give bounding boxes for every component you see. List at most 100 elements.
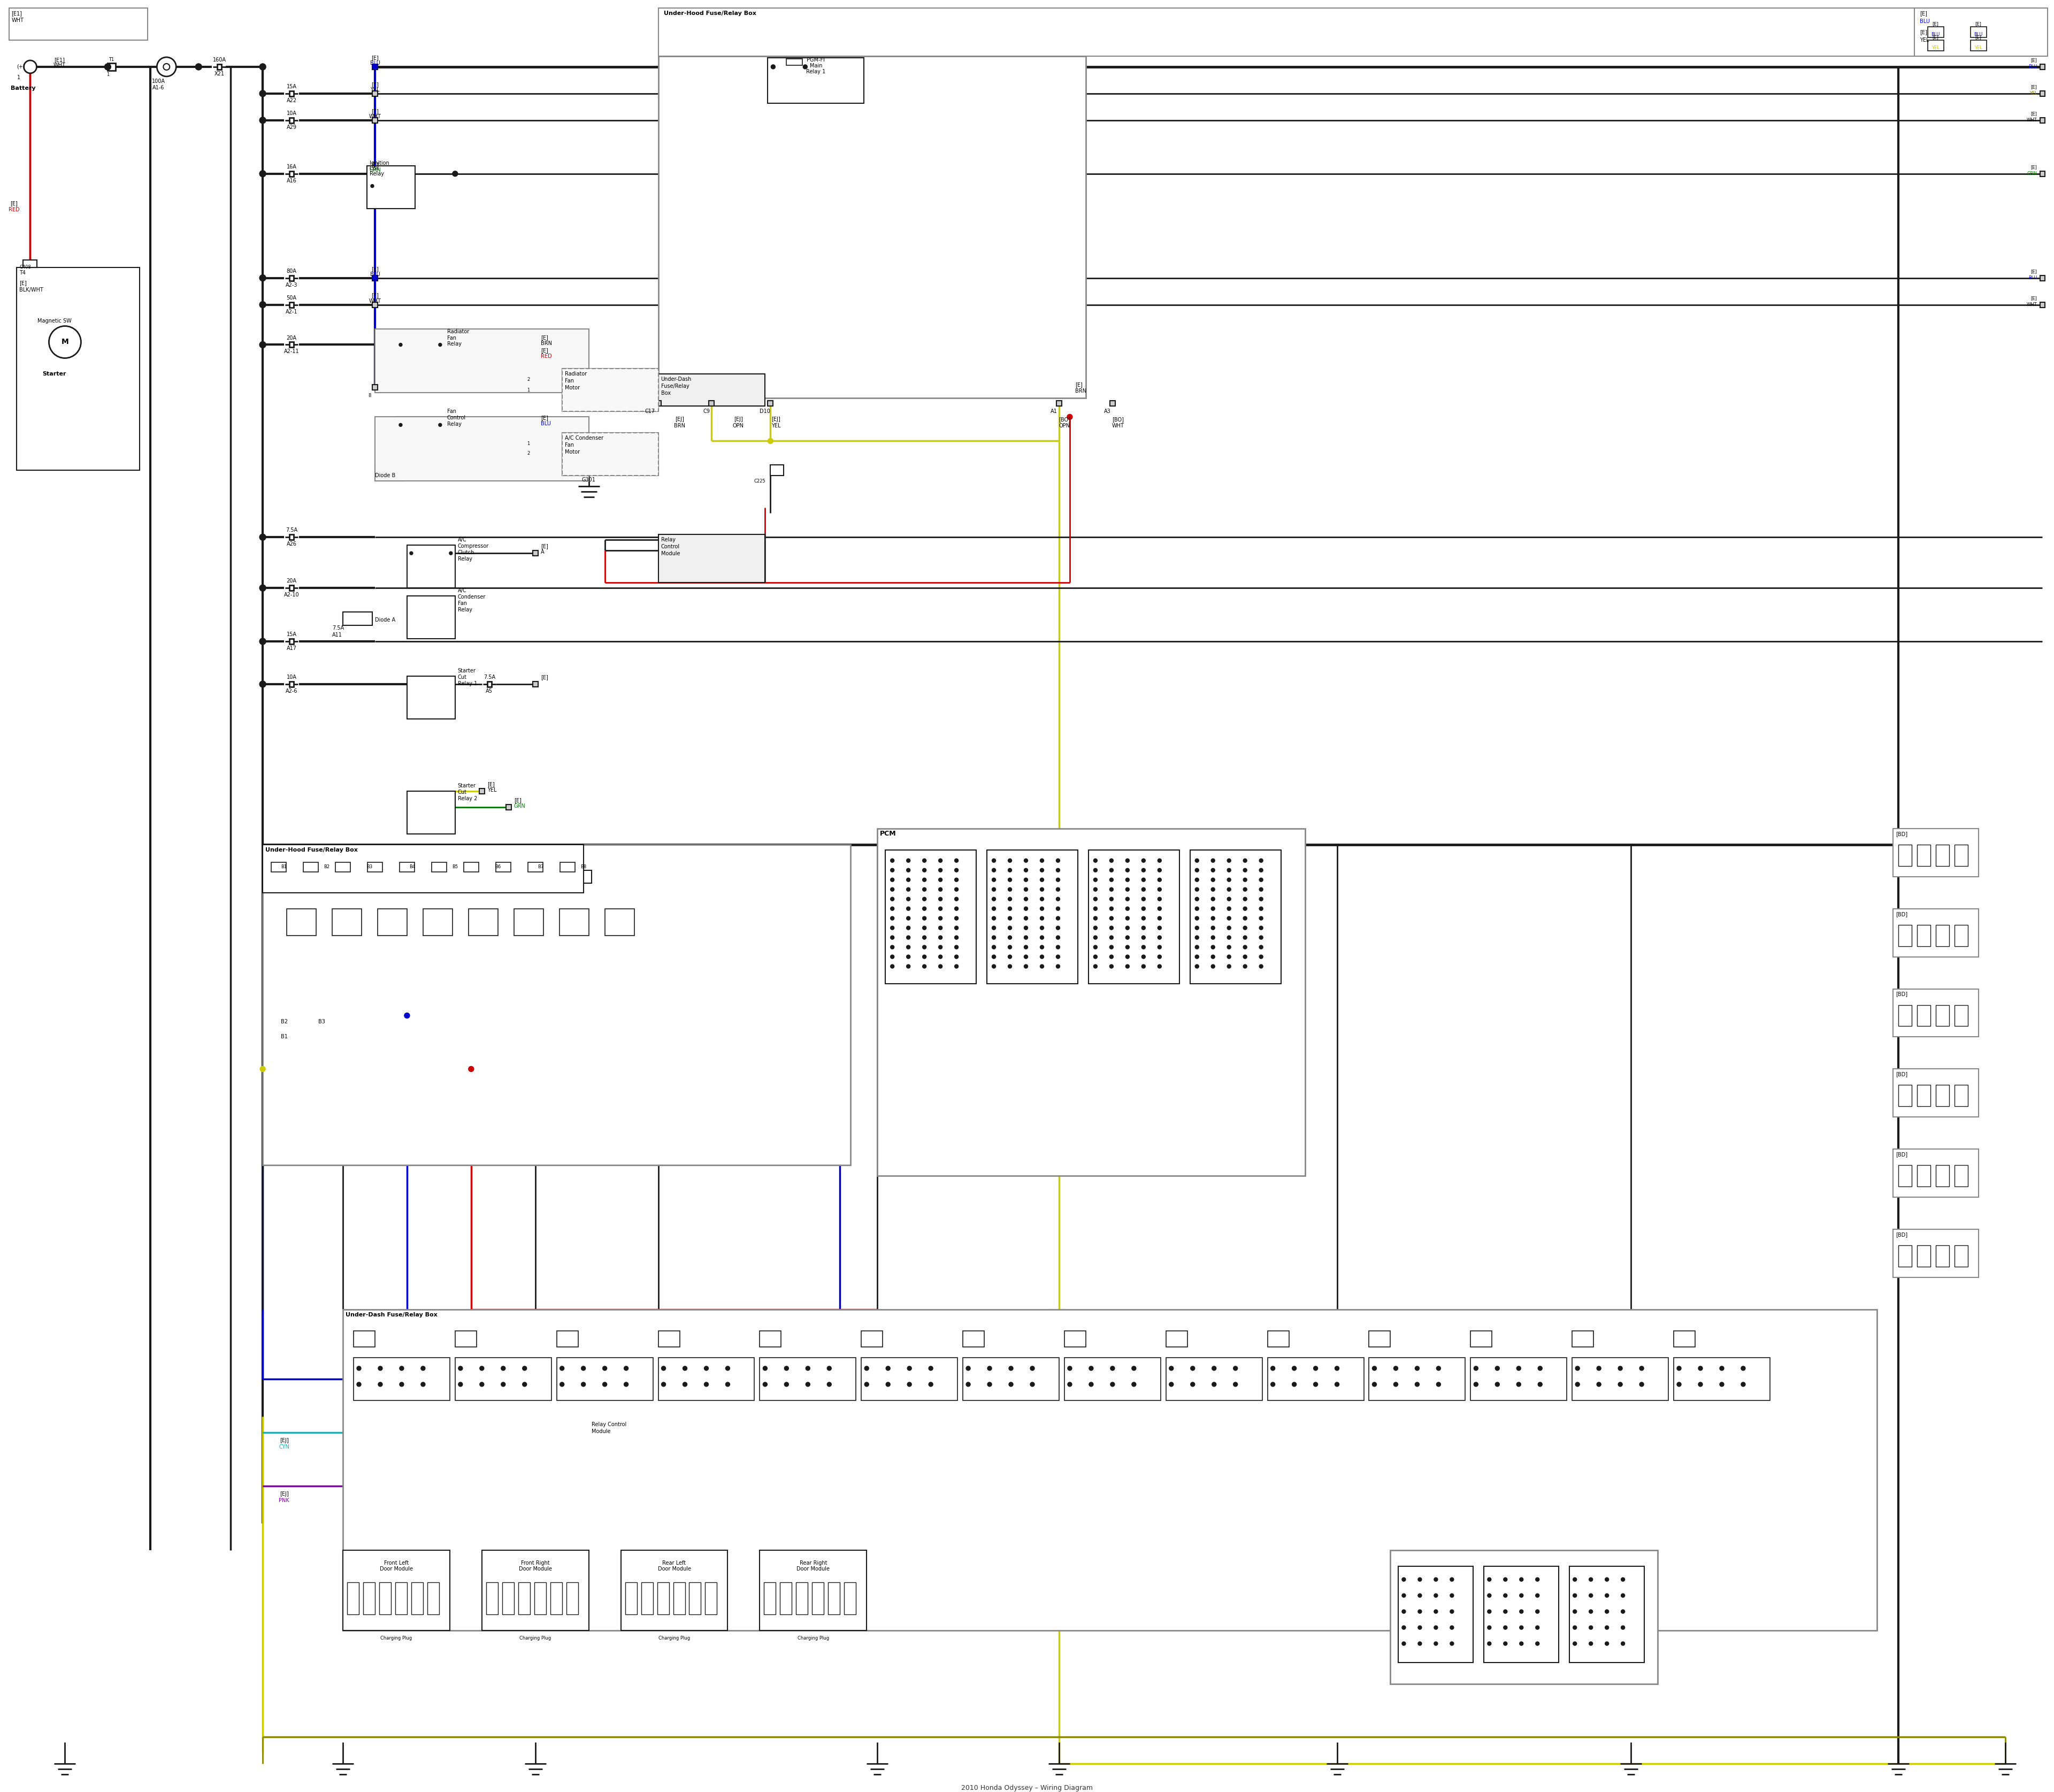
Circle shape bbox=[501, 1382, 505, 1387]
Text: [E]: [E] bbox=[2031, 269, 2038, 274]
Bar bbox=[963, 1358, 1060, 1400]
Text: 1: 1 bbox=[107, 72, 109, 77]
Circle shape bbox=[1068, 414, 1072, 419]
Bar bbox=[624, 1582, 637, 1615]
Bar bbox=[487, 1582, 497, 1615]
Circle shape bbox=[1056, 916, 1060, 919]
Circle shape bbox=[259, 301, 265, 308]
Circle shape bbox=[965, 1382, 969, 1387]
Text: [EJ]: [EJ] bbox=[279, 1491, 288, 1496]
Bar bbox=[557, 1358, 653, 1400]
Circle shape bbox=[1009, 907, 1013, 910]
Circle shape bbox=[1195, 858, 1200, 862]
Circle shape bbox=[1226, 916, 1230, 919]
Circle shape bbox=[1093, 887, 1097, 891]
Text: A26: A26 bbox=[286, 541, 296, 547]
Bar bbox=[1953, 1165, 1968, 1186]
Bar bbox=[620, 1550, 727, 1631]
Circle shape bbox=[378, 1382, 382, 1387]
Bar bbox=[1953, 1245, 1968, 1267]
Text: B1: B1 bbox=[281, 1034, 288, 1039]
Circle shape bbox=[1259, 878, 1263, 882]
Text: Front Right
Door Module: Front Right Door Module bbox=[520, 1561, 553, 1572]
Bar bbox=[1894, 1070, 1978, 1116]
Bar bbox=[372, 118, 378, 124]
Text: A29: A29 bbox=[286, 124, 296, 129]
Circle shape bbox=[581, 1382, 585, 1387]
Circle shape bbox=[1536, 1641, 1538, 1645]
Bar bbox=[405, 871, 421, 883]
Circle shape bbox=[922, 964, 926, 968]
Bar bbox=[781, 1582, 793, 1615]
Bar bbox=[1370, 1358, 1465, 1400]
Circle shape bbox=[865, 1366, 869, 1371]
Circle shape bbox=[1538, 1366, 1543, 1371]
Circle shape bbox=[1158, 878, 1161, 882]
Bar bbox=[343, 613, 372, 625]
Circle shape bbox=[939, 926, 943, 930]
Bar bbox=[396, 418, 444, 461]
Circle shape bbox=[922, 887, 926, 891]
Circle shape bbox=[1169, 1382, 1173, 1387]
Bar bbox=[456, 1358, 550, 1400]
Circle shape bbox=[1025, 964, 1027, 968]
Bar bbox=[343, 1550, 450, 1631]
Text: [EJ]: [EJ] bbox=[676, 418, 684, 423]
Bar bbox=[770, 464, 785, 475]
Bar bbox=[1167, 1358, 1261, 1400]
Circle shape bbox=[785, 1382, 789, 1387]
Bar bbox=[448, 871, 462, 883]
Bar bbox=[528, 862, 542, 871]
Circle shape bbox=[908, 1366, 912, 1371]
Circle shape bbox=[1009, 869, 1013, 873]
Circle shape bbox=[1259, 898, 1263, 901]
Bar bbox=[1898, 1084, 1912, 1106]
Circle shape bbox=[1226, 898, 1230, 901]
Circle shape bbox=[1039, 878, 1043, 882]
Text: [E]: [E] bbox=[1933, 22, 1939, 27]
Circle shape bbox=[1142, 964, 1146, 968]
Text: [E]: [E] bbox=[2031, 165, 2038, 170]
Circle shape bbox=[1742, 1382, 1746, 1387]
Bar bbox=[657, 7, 2038, 56]
Circle shape bbox=[992, 944, 996, 950]
Text: G301: G301 bbox=[581, 477, 596, 482]
Circle shape bbox=[1536, 1609, 1538, 1613]
Text: BRN: BRN bbox=[540, 340, 553, 346]
Text: [BD]: [BD] bbox=[1896, 912, 1908, 918]
Bar bbox=[764, 1582, 776, 1615]
Circle shape bbox=[1226, 935, 1230, 939]
Bar bbox=[1571, 1331, 1594, 1348]
Circle shape bbox=[1212, 878, 1214, 882]
Circle shape bbox=[762, 1382, 768, 1387]
Circle shape bbox=[1434, 1609, 1438, 1613]
Bar bbox=[479, 788, 485, 794]
Text: Fan: Fan bbox=[565, 443, 573, 448]
Text: A: A bbox=[540, 550, 544, 556]
Circle shape bbox=[1039, 944, 1043, 950]
Circle shape bbox=[768, 439, 772, 444]
Circle shape bbox=[1195, 916, 1200, 919]
Circle shape bbox=[1487, 1641, 1491, 1645]
Circle shape bbox=[939, 935, 943, 939]
Text: C9: C9 bbox=[702, 409, 711, 414]
Circle shape bbox=[1699, 1382, 1703, 1387]
Circle shape bbox=[1604, 1641, 1608, 1645]
Bar bbox=[505, 805, 511, 810]
Bar bbox=[23, 260, 37, 267]
Bar bbox=[364, 1582, 376, 1615]
Circle shape bbox=[1520, 1577, 1524, 1581]
Circle shape bbox=[1232, 1366, 1239, 1371]
Circle shape bbox=[1590, 1609, 1592, 1613]
Text: [BD]: [BD] bbox=[1896, 991, 1908, 996]
Circle shape bbox=[1596, 1382, 1600, 1387]
Text: Fan: Fan bbox=[565, 378, 573, 383]
Circle shape bbox=[1212, 916, 1214, 919]
Bar bbox=[378, 909, 407, 935]
Bar bbox=[290, 276, 294, 281]
Circle shape bbox=[955, 916, 959, 919]
Bar bbox=[1471, 1358, 1567, 1400]
Text: 2: 2 bbox=[528, 376, 530, 382]
Text: [E]: [E] bbox=[2031, 84, 2038, 90]
Circle shape bbox=[1195, 955, 1200, 959]
